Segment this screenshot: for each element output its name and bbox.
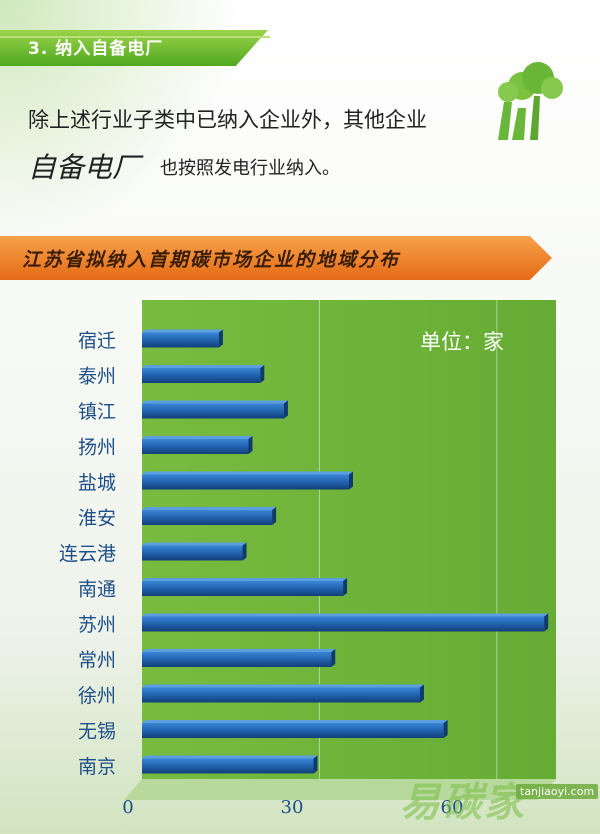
bar-top: [142, 436, 253, 439]
bar-side: [331, 649, 336, 667]
bar-side: [260, 365, 265, 383]
bar: [142, 613, 549, 632]
y-tick-label: 扬州: [78, 437, 116, 459]
x-tick-label: 30: [281, 797, 304, 818]
bar-face: [142, 758, 314, 774]
bar-side: [248, 436, 253, 454]
factory-tree-icon: [498, 62, 563, 140]
bar-face: [142, 616, 545, 632]
bar-top: [142, 400, 288, 404]
bar-face: [142, 687, 420, 703]
bar-face: [142, 474, 349, 490]
y-tick-label: 无锡: [78, 721, 116, 743]
y-tick-label: 苏州: [78, 614, 116, 636]
bar-side: [283, 400, 288, 419]
bar-top: [142, 542, 247, 546]
x-tick-label: 60: [441, 797, 464, 818]
bar-top: [142, 720, 448, 723]
y-tick-label: 南京: [78, 756, 116, 778]
bar-side: [343, 578, 348, 596]
bar: [142, 436, 253, 454]
bar-face: [142, 510, 273, 525]
bar-face: [142, 332, 219, 348]
bar-side: [313, 755, 318, 774]
section-title: 3. 纳入自备电厂: [28, 39, 164, 59]
intro-line1: 除上述行业子类中已纳入企业外，其他企业: [28, 108, 427, 132]
bar: [142, 400, 288, 419]
chart-title-bar: [0, 236, 552, 280]
watermark-logo: 易碳家: [400, 780, 526, 826]
bar-face: [142, 652, 332, 667]
bar-top: [142, 329, 223, 333]
bar-side: [242, 542, 247, 561]
bar: [142, 755, 318, 774]
bar: [142, 471, 353, 490]
bar-side: [419, 684, 424, 703]
y-tick-label: 宿迁: [78, 330, 116, 352]
watermark-url: tanjiaoyi.com: [516, 784, 599, 799]
y-tick-label: 徐州: [78, 685, 116, 707]
bar: [142, 720, 448, 738]
bar-top: [142, 578, 348, 581]
chart-title: 江苏省拟纳入首期碳市场企业的地域分布: [22, 249, 401, 271]
intro-line2: 也按照发电行业纳入。: [160, 158, 340, 179]
bar-top: [142, 507, 277, 510]
bar-top: [142, 471, 353, 475]
bar: [142, 684, 424, 703]
bar-side: [349, 471, 353, 490]
x-tick-label: 0: [122, 797, 133, 818]
bar-top: [142, 684, 424, 688]
bar-face: [142, 723, 444, 738]
bar: [142, 507, 277, 525]
bar-top: [142, 649, 336, 652]
bar: [142, 329, 223, 348]
section-banner-stripe: [0, 36, 270, 38]
unit-label: 单位：家: [420, 330, 504, 354]
bar-side: [544, 613, 549, 632]
y-tick-label: 南通: [78, 579, 116, 601]
bar-top: [142, 755, 318, 759]
bar-face: [142, 545, 243, 561]
bar-top: [142, 613, 549, 617]
y-tick-label: 泰州: [78, 366, 116, 388]
bar-face: [142, 368, 261, 383]
y-tick-label: 连云港: [59, 543, 116, 565]
bar-side: [218, 329, 223, 348]
bar: [142, 365, 265, 383]
bar-top: [142, 365, 265, 368]
y-tick-label: 盐城: [78, 472, 116, 494]
y-tick-label: 镇江: [78, 401, 116, 423]
bar: [142, 542, 247, 561]
bar-face: [142, 581, 344, 596]
bar-side: [443, 720, 448, 738]
bar-face: [142, 439, 249, 454]
bar-side: [272, 507, 277, 525]
bar: [142, 649, 336, 667]
plot-floor: [124, 779, 556, 800]
y-tick-label: 淮安: [78, 508, 116, 530]
intro-highlight: 自备电厂: [28, 151, 141, 184]
y-tick-label: 常州: [78, 650, 116, 672]
bar-face: [142, 403, 284, 419]
bar: [142, 578, 348, 596]
